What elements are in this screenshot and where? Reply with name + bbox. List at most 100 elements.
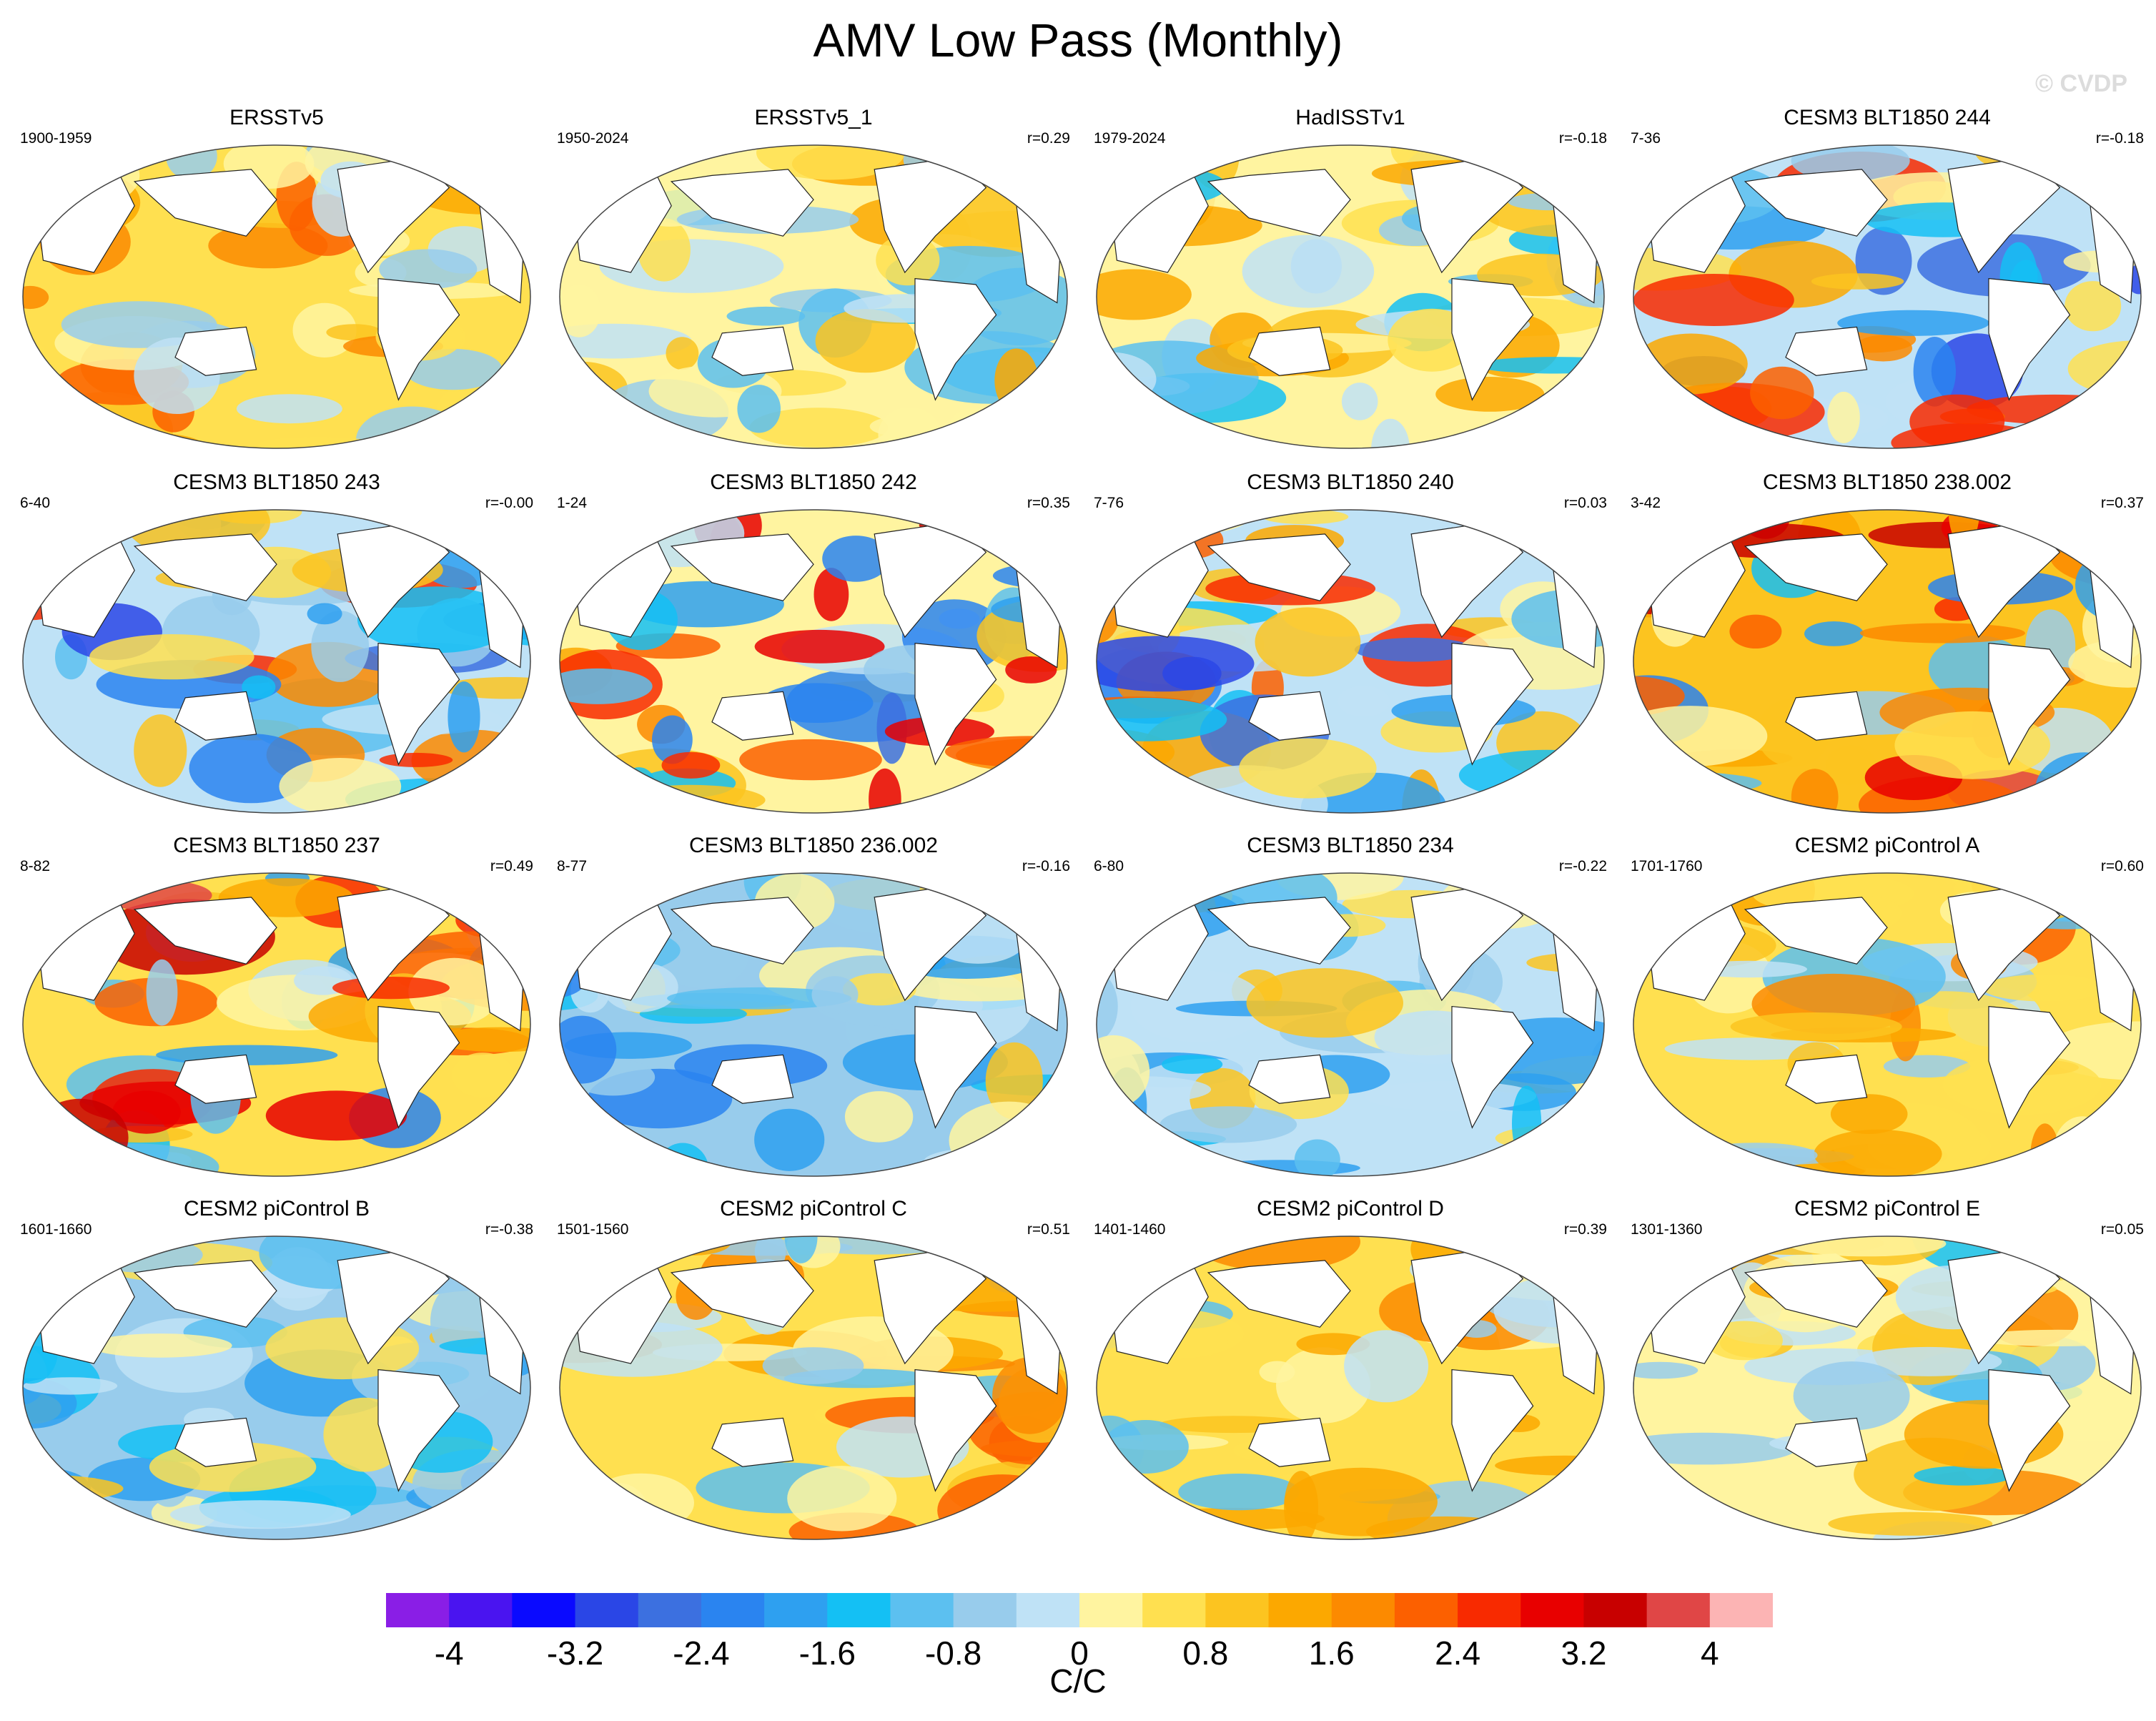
- anomaly-cell: [1536, 1236, 1576, 1264]
- robinson-map: [1096, 872, 1605, 1177]
- anomaly-cell: [1508, 192, 1592, 211]
- anomaly-cell: [1097, 751, 1115, 813]
- anomaly-cell: [1633, 1361, 1698, 1379]
- anomaly-cell: [1909, 394, 2005, 448]
- anomaly-cell: [242, 675, 276, 699]
- map-border: [559, 1236, 1068, 1540]
- robinson-map: [22, 509, 531, 814]
- colorbar-tick-label: -2.4: [673, 1634, 730, 1672]
- anomaly-cell: [146, 959, 178, 1026]
- panel-title: HadISSTv1: [1295, 106, 1405, 129]
- land-mask: [174, 1054, 257, 1104]
- map-panel: HadISSTv1 1979-2024 r=-0.18: [1082, 106, 1618, 463]
- anomaly-cell: [1633, 873, 1652, 932]
- anomaly-cell: [1246, 968, 1403, 1038]
- anomaly-cell: [1097, 410, 1157, 448]
- robinson-map: [559, 144, 1068, 449]
- colorbar-tick-label: 4: [1701, 1634, 1719, 1672]
- colorbar-tick-label: 0.8: [1182, 1634, 1229, 1672]
- map-border: [1633, 509, 2142, 814]
- land-mask: [1785, 1417, 1868, 1467]
- robinson-map: [1633, 144, 2142, 449]
- anomaly-cell: [622, 767, 656, 802]
- anomaly-cell: [427, 1140, 518, 1176]
- land-mask: [1207, 169, 1351, 237]
- land-mask: [1248, 326, 1331, 376]
- land-mask: [133, 533, 277, 601]
- colorbar-swatch: [1458, 1593, 1521, 1627]
- land-mask: [1785, 691, 1868, 741]
- panel-period: 1950-2024: [557, 130, 629, 147]
- robinson-map: [1096, 509, 1605, 814]
- anomaly-cell: [23, 793, 109, 813]
- map-border: [1633, 144, 2142, 449]
- anomaly-cell: [1633, 1252, 1706, 1275]
- land-mask: [1207, 1260, 1351, 1328]
- anomaly-cell: [134, 714, 187, 787]
- land-mask: [1785, 1054, 1868, 1104]
- map-panel: CESM3 BLT1850 242 1-24 r=0.35: [545, 470, 1082, 828]
- anomaly-cell: [1693, 1143, 1818, 1168]
- colorbar-swatch: [1205, 1593, 1270, 1627]
- panel-title: CESM3 BLT1850 238.002: [1762, 470, 2012, 494]
- anomaly-cell: [814, 568, 849, 621]
- panel-title: CESM3 BLT1850 237: [173, 834, 380, 857]
- panel-correlation: r=0.51: [1027, 1221, 1070, 1238]
- land-mask: [1988, 1369, 2071, 1492]
- anomaly-cell: [1793, 1361, 1910, 1431]
- anomaly-cell: [379, 752, 453, 767]
- anomaly-cell: [1814, 1129, 1942, 1176]
- anomaly-cell: [408, 957, 500, 1026]
- anomaly-cell: [1097, 636, 1255, 692]
- anomaly-cell: [1097, 1236, 1177, 1268]
- colorbar-tick-label: -1.6: [798, 1634, 856, 1672]
- anomaly-cell: [2095, 401, 2141, 448]
- panel-correlation: r=-0.18: [2095, 130, 2144, 147]
- anomaly-cell: [1826, 745, 1876, 785]
- anomaly-cell: [652, 715, 693, 764]
- map-panel: CESM3 BLT1850 237 8-82 r=0.49: [9, 834, 545, 1191]
- anomaly-cell: [1633, 1517, 1695, 1539]
- anomaly-cell: [23, 285, 49, 310]
- anomaly-cell: [844, 1091, 914, 1143]
- anomaly-cell: [1729, 614, 1782, 649]
- colorbar-swatch: [701, 1593, 765, 1627]
- anomaly-cell: [667, 987, 852, 1010]
- anomaly-cell: [1837, 310, 1989, 336]
- anomaly-cell: [1097, 1480, 1143, 1539]
- map-border: [559, 509, 1068, 814]
- anomaly-cell: [1539, 145, 1604, 196]
- map-border: [22, 509, 531, 814]
- anomaly-cell: [2034, 789, 2082, 813]
- anomaly-cell: [1854, 1346, 2002, 1376]
- land-mask: [1785, 326, 1868, 376]
- land-mask: [914, 642, 997, 766]
- map-panel: CESM3 BLT1850 236.002 8-77 r=-0.16: [545, 834, 1082, 1191]
- anomaly-cell: [560, 786, 633, 813]
- anomaly-cell: [2064, 281, 2122, 332]
- anomaly-cell: [639, 1004, 747, 1024]
- land-mask: [1248, 691, 1331, 741]
- panel-period: 7-76: [1094, 495, 1124, 511]
- anomaly-cell: [1284, 1467, 1438, 1537]
- anomaly-cell: [1730, 1012, 1902, 1041]
- land-mask: [377, 1369, 460, 1492]
- anomaly-cell: [560, 145, 603, 154]
- panel-period: 6-40: [20, 495, 51, 511]
- anomaly-cell: [822, 536, 890, 582]
- map-border: [559, 872, 1068, 1177]
- land-mask: [1248, 1417, 1331, 1467]
- map-border: [1096, 509, 1605, 814]
- colorbar-swatch: [1142, 1593, 1206, 1627]
- panel-correlation: r=-0.22: [1558, 858, 1607, 874]
- anomaly-cell: [112, 1090, 181, 1134]
- panel-period: 1-24: [557, 495, 588, 511]
- anomaly-cell: [994, 348, 1039, 413]
- map-border: [22, 1236, 531, 1540]
- anomaly-cell: [89, 1333, 232, 1358]
- land-mask: [1744, 533, 1888, 601]
- anomaly-cell: [2092, 777, 2141, 794]
- anomaly-cell: [1159, 1106, 1297, 1143]
- land-mask: [670, 533, 814, 601]
- map-panel: CESM3 BLT1850 244 7-36 r=-0.18: [1619, 106, 2155, 463]
